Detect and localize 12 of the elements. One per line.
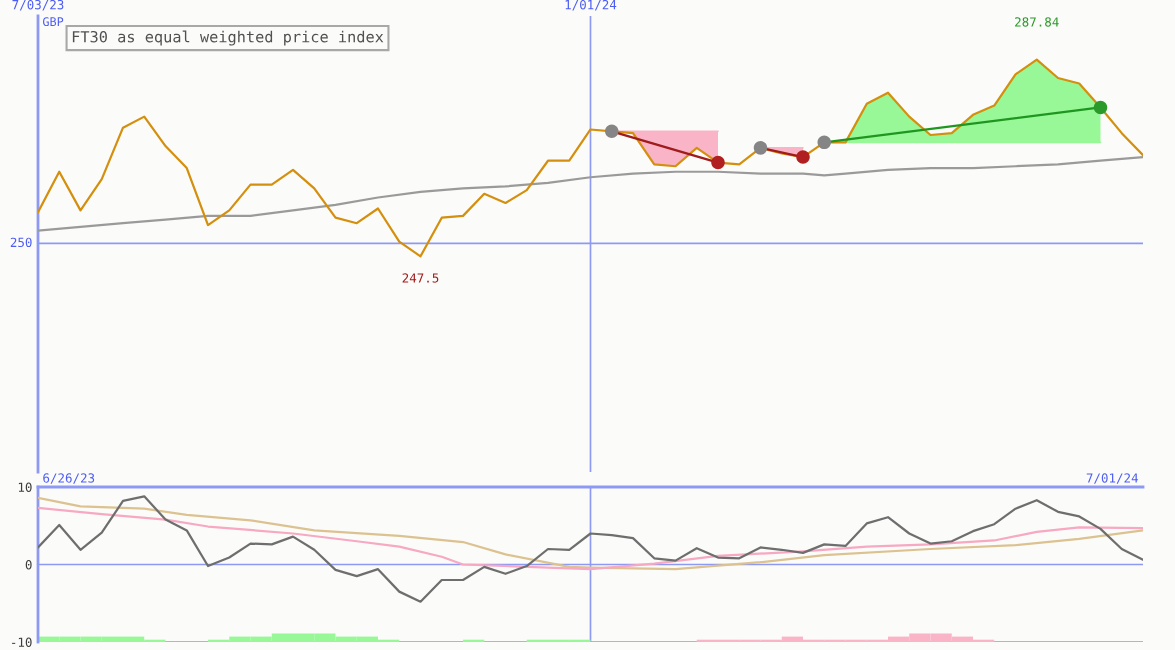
y-tick-label: 10 [18,482,32,492]
chart-title: FT30 as equal weighted price index [72,30,384,46]
text: 250 [10,237,32,248]
annotation: 287.84 [1015,17,1059,27]
y-tick-label: -10 [12,637,32,647]
x-tick-label: 1/01/24 [565,0,617,11]
y-tick-label: 0 [25,560,32,570]
text: 7/01/24 [1086,473,1138,484]
text: 6/26/23 [43,473,95,484]
x-tick-label: 7/03/23 [12,0,64,11]
annotation: 247.5 [402,273,439,283]
y-axis-title: GBP [43,17,64,27]
